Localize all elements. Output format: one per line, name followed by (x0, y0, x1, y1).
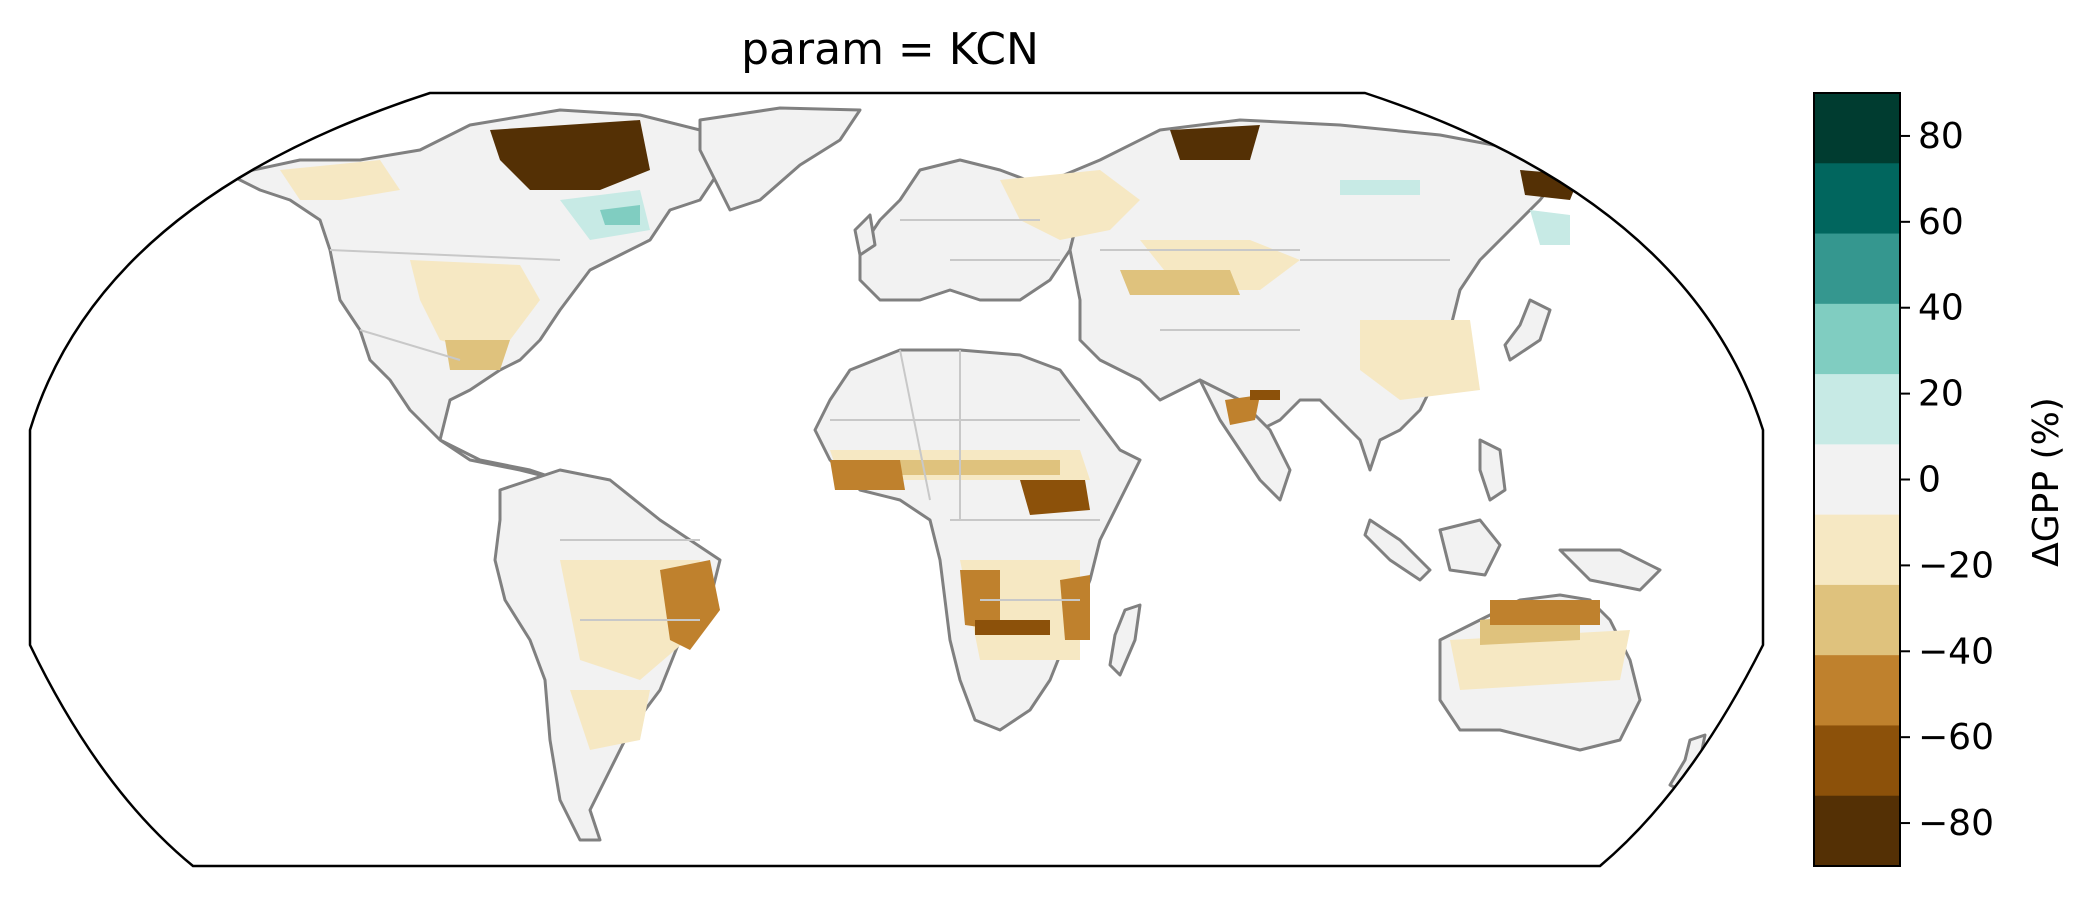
landmass-new-guinea (1558, 548, 1662, 592)
patch-canada-west (280, 160, 400, 200)
landmass-greenland (698, 106, 862, 212)
colorbar-bin (1814, 795, 1900, 867)
colorbar-bin (1814, 584, 1900, 656)
landmass-sumatra (1363, 518, 1432, 582)
patch-siberia-north (1170, 125, 1260, 160)
colorbar-bin (1814, 655, 1900, 726)
colorbar-tick-label: −20 (1918, 545, 1994, 586)
patch-canada-arctic (490, 120, 650, 190)
patch-siberia (1340, 180, 1420, 195)
colorbar: 80 60 40 20 0 −20 −40 −60 −80 (1813, 92, 1994, 867)
map-frame (28, 91, 1765, 868)
patch-hudson-east (600, 205, 640, 225)
colorbar-tick-label: −60 (1918, 717, 1994, 758)
landmass-philippines (1478, 438, 1507, 502)
country-borders (329, 219, 1450, 621)
landmass-borneo (1438, 518, 1502, 577)
patch-kazakh (1120, 270, 1240, 295)
patch-sudan (1020, 480, 1090, 515)
patch-brazil-east (660, 560, 720, 650)
patch-india (1225, 395, 1260, 425)
colorbar-bin (1814, 233, 1900, 305)
patch-india-north (1250, 390, 1280, 400)
patch-kamchatka (1530, 210, 1570, 245)
colorbar-tick-label: 20 (1918, 374, 1964, 415)
colorbar-bin (1814, 163, 1900, 235)
patch-botswana (975, 620, 1050, 635)
patch-australia-north (1490, 600, 1600, 625)
patch-us-southeast (445, 340, 510, 370)
patch-argentina (570, 690, 650, 750)
colorbar-label: ΔGPP (%) (2026, 397, 2067, 567)
colorbar-tick-label: −80 (1918, 803, 1994, 844)
patch-west-africa (830, 460, 905, 490)
patch-australia (1450, 630, 1630, 690)
patch-china (1360, 320, 1480, 400)
map-title: param = KCN (741, 24, 1039, 75)
colorbar-tick-label: 0 (1918, 460, 1941, 501)
patch-us-east (410, 260, 540, 350)
colorbar-bin (1814, 374, 1900, 445)
colorbar-bin (1814, 725, 1900, 797)
landmass-uk (853, 213, 877, 257)
colorbar-bin (1814, 303, 1900, 375)
landmass-japan (1503, 298, 1552, 362)
landmass-madagascar (1108, 603, 1142, 677)
colorbar-bin (1814, 93, 1900, 164)
colorbar-bin (1814, 444, 1900, 516)
colorbar-tick-label: 80 (1918, 116, 1964, 157)
colorbar-bin (1814, 514, 1900, 586)
colorbar-tick-label: −40 (1918, 631, 1994, 672)
colorbar-tick-label: 40 (1918, 288, 1964, 329)
patch-europe-east (1000, 170, 1140, 240)
patch-mozambique (1060, 575, 1090, 640)
colorbar-tick-label: 60 (1918, 202, 1964, 243)
